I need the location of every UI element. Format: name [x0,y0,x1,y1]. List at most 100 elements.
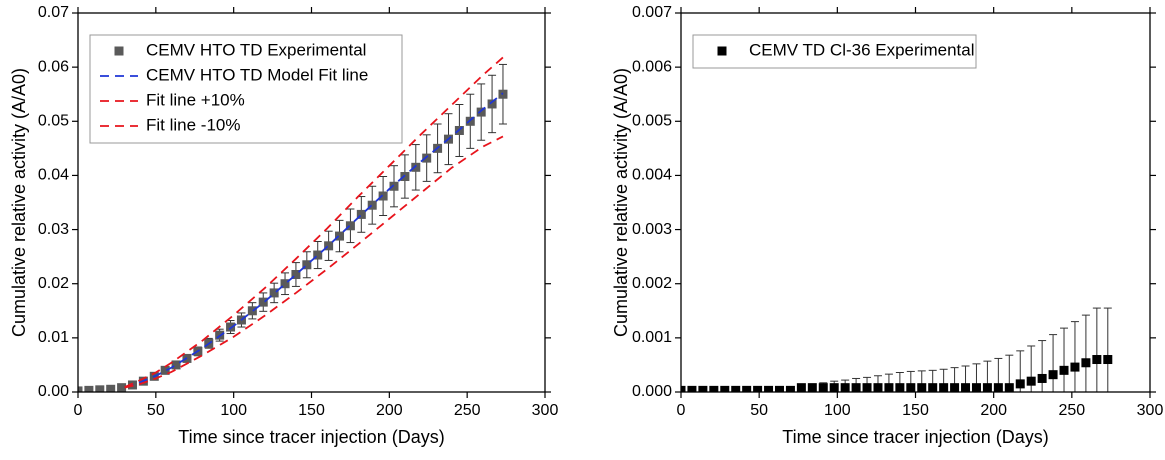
plot-area [681,307,1113,392]
data-point [928,383,938,392]
data-point [731,385,741,392]
data-point [160,365,170,375]
data-point [840,383,850,392]
data-point [1103,355,1113,365]
panel: 0 50 100 150 200 250 300 0.000 0.001 0.002 0.003 0.… [611,4,1164,447]
y-tick-label: 0.003 [632,221,672,238]
data-point [950,383,960,392]
y-tick-label: 0.007 [632,4,672,21]
data-point [84,385,94,392]
y-tick-label: 0.01 [38,329,69,346]
data-point [291,270,301,280]
legend-label: CEMV HTO TD Experimental [146,40,366,59]
data-point [829,383,839,392]
data-point [961,383,971,392]
fit-line [124,56,504,388]
x-tick-label: 150 [902,402,929,419]
data-point [269,288,279,298]
y-tick-label: 0.06 [38,58,69,75]
data-point [993,383,1003,392]
data-point [313,250,323,260]
x-axis-title: Time since tracer injection (Days) [178,427,444,447]
legend-label: Fit line -10% [146,115,240,134]
data-point [258,297,268,307]
legend-marker [114,46,124,56]
y-axis-title: Cumulative relative activity (A/A0) [611,68,631,337]
plot-area [78,56,508,392]
y-tick-label: 0.002 [632,275,672,292]
y-tick-label: 0.006 [632,58,672,75]
data-point [862,383,872,392]
y-tick-label: 0.000 [632,383,672,400]
x-tick-label: 300 [1137,402,1164,419]
fit-line [124,135,504,389]
data-point [389,181,399,191]
data-point [1092,355,1102,365]
data-point [1059,365,1069,375]
data-point [280,279,290,289]
data-point [345,221,355,231]
x-tick-label: 150 [298,402,325,419]
data-point [487,99,497,109]
data-point [356,209,366,219]
data-point [971,383,981,392]
data-point [378,191,388,201]
data-point [476,107,486,117]
x-tick-label: 200 [376,402,403,419]
data-point [78,386,83,392]
data-point [917,383,927,392]
data-point [95,385,105,392]
data-point [1048,370,1058,380]
data-point [324,241,334,251]
y-tick-label: 0.03 [38,221,69,238]
data-point [367,200,377,210]
data-point [720,385,730,392]
data-point [1081,358,1091,368]
data-point [709,385,719,392]
data-point [1026,376,1036,386]
x-tick-label: 300 [532,402,559,419]
data-point [106,384,116,392]
data-point [807,383,817,392]
data-point [818,383,828,392]
data-point [681,385,686,392]
y-tick-label: 0.04 [38,167,69,184]
legend-box [692,34,977,69]
data-point [171,360,181,370]
y-tick-label: 0.00 [38,383,69,400]
data-point [1070,362,1080,372]
data-point [895,383,905,392]
y-tick-label: 0.004 [632,167,672,184]
data-point [796,383,806,392]
legend-marker [717,46,727,56]
x-tick-label: 0 [677,402,686,419]
x-tick-label: 250 [454,402,481,419]
data-point [939,383,949,392]
data-point [302,260,312,270]
data-point [851,383,861,392]
data-point [422,153,432,163]
x-tick-label: 200 [980,402,1007,419]
data-point [764,385,774,392]
data-point [1037,373,1047,383]
data-point [411,162,421,172]
y-tick-label: 0.001 [632,329,672,346]
data-point [774,385,784,392]
data-point [1015,379,1025,389]
legend-box [89,34,403,144]
y-tick-label: 0.005 [632,113,672,130]
panel: 0 50 100 150 200 250 300 0.00 0.01 0.02 0.03 0.04 0.… [9,4,559,447]
x-tick-label: 250 [1058,402,1085,419]
x-axis-title: Time since tracer injection (Days) [782,427,1048,447]
legend-label: CEMV HTO TD Model Fit line [146,65,368,84]
x-tick-label: 50 [147,402,165,419]
data-point [226,322,236,332]
data-point [742,385,752,392]
y-tick-label: 0.05 [38,113,69,130]
data-point [335,231,345,241]
data-point [873,383,883,392]
data-point [117,383,127,392]
data-point [906,383,916,392]
